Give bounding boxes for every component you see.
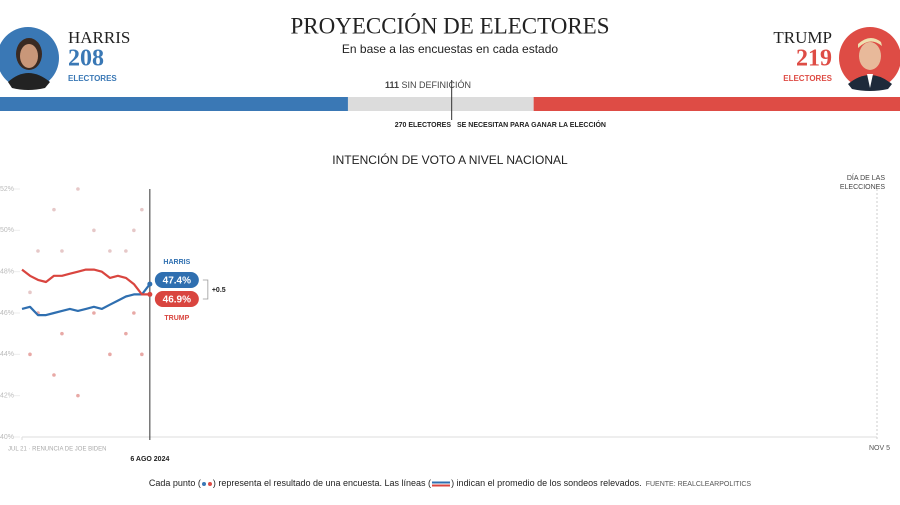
source: FUENTE: REALCLEARPOLITICS — [645, 481, 752, 488]
trump-name: TRUMP — [773, 28, 832, 47]
value-label: 47.4% — [163, 276, 191, 287]
trump-label: ELECTORES — [783, 74, 832, 83]
harris-bar — [0, 97, 348, 111]
harris-label: ELECTORES — [68, 74, 117, 83]
poll-dot — [140, 207, 144, 212]
end-point — [147, 281, 153, 287]
dot-icon — [201, 481, 212, 486]
footer-text: ) indican el promedio de los sondeos rel… — [451, 478, 642, 488]
harris-portrait — [0, 27, 59, 90]
lead-bracket — [202, 279, 209, 300]
line-icon — [432, 481, 451, 487]
y-tick-label: 48% — [0, 269, 14, 276]
poll-dot — [52, 207, 56, 212]
undecided-text: 111 SIN DEFINICIÓN — [385, 80, 471, 90]
y-tick-label: 46% — [0, 310, 14, 317]
series-name: HARRIS — [163, 259, 190, 266]
undecided-votes: 111 — [385, 80, 399, 90]
electoral-bar — [0, 80, 900, 120]
chart: HARRIS 208 ELECTORES TRUMP 219 ELECTORES… — [0, 12, 900, 463]
poll-dot — [60, 249, 64, 253]
trump-votes: 219 — [796, 46, 832, 72]
threshold-note: SE NECESITAN PARA GANAR LA ELECCIÓN — [457, 120, 606, 129]
poll-dot — [76, 393, 80, 398]
poll-dot — [28, 352, 32, 357]
trump-bar — [533, 97, 900, 111]
poll-dot — [132, 228, 136, 233]
title: PROYECCIÓN DE ELECTORES — [290, 12, 609, 38]
value-pill — [154, 291, 199, 307]
footer-text: Cada punto ( — [148, 478, 201, 488]
plot: 40% 42% 44% 46% 48% 50% 52% JUL 21 · RENUNCIA D… — [0, 173, 890, 463]
poll-dot — [36, 249, 40, 253]
undecided-bar — [347, 97, 534, 111]
threshold-text: 270 ELECTORES — [395, 122, 452, 129]
series-line — [21, 268, 150, 296]
y-tick-label: 42% — [0, 393, 14, 400]
footer-text: ) representa el resultado de una encuest… — [212, 478, 432, 488]
chart-title: INTENCIÓN DE VOTO A NIVEL NACIONAL — [332, 152, 568, 167]
poll-dot — [76, 187, 80, 191]
threshold-votes: 270 — [395, 122, 407, 129]
harris-votes: 208 — [68, 46, 104, 72]
poll-dot — [92, 228, 96, 233]
value-pill — [154, 272, 199, 288]
poll-dot — [132, 311, 136, 315]
lead-label: +0.5 — [212, 287, 226, 294]
poll-dot — [28, 290, 32, 295]
x-tick-label: NOV 5 — [869, 445, 890, 452]
x-tick-label: 6 AGO 2024 — [130, 456, 169, 463]
poll-dot — [108, 352, 112, 357]
series-name: TRUMP — [164, 315, 189, 322]
x-tick-label: JUL 21 · RENUNCIA DE JOE BIDEN — [8, 447, 106, 453]
footer: Cada punto ( ) representa el resultado de… — [0, 478, 900, 488]
y-tick-label: 40% — [0, 434, 14, 441]
poll-dot — [60, 331, 64, 336]
poll-dot — [124, 331, 128, 336]
value-label: 46.9% — [163, 295, 191, 306]
poll-dot — [124, 249, 128, 253]
undecided-label: SIN DEFINICIÓN — [402, 80, 472, 90]
trump-portrait — [839, 27, 900, 91]
poll-dot — [108, 249, 112, 253]
poll-dot — [140, 352, 144, 357]
y-tick-label: 50% — [0, 227, 14, 234]
annotation: DÍA DE LAS ELECCIONES — [840, 173, 885, 191]
subtitle: En base a las encuestas en cada estado — [342, 42, 558, 56]
end-point — [147, 291, 153, 297]
poll-dot — [52, 373, 56, 377]
y-tick-label: 52% — [0, 186, 14, 193]
poll-dot — [92, 311, 96, 315]
harris-name: HARRIS — [68, 28, 130, 47]
series-line — [21, 283, 151, 317]
y-tick-label: 44% — [0, 351, 14, 358]
threshold-label: ELECTORES — [408, 122, 451, 129]
